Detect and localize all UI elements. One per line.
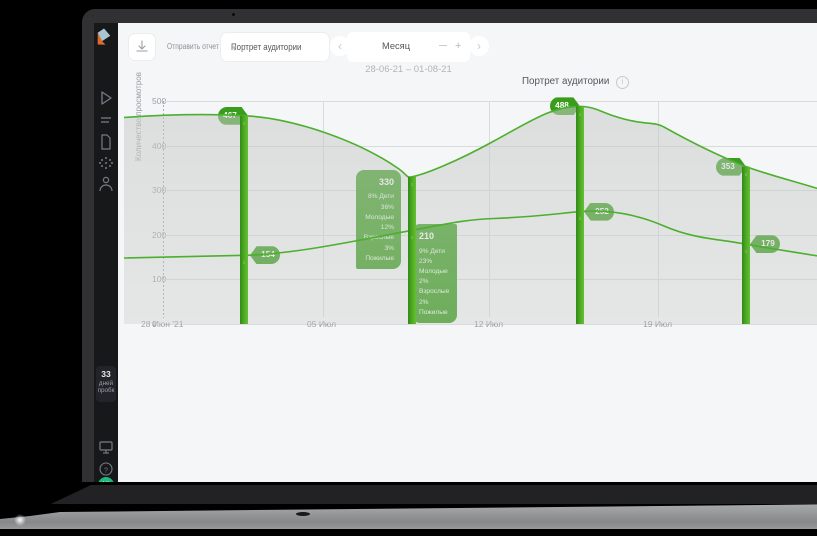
svg-text:?: ? [104, 468, 108, 475]
svg-text:↕: ↕ [243, 121, 246, 127]
svg-text:↕: ↕ [579, 112, 582, 118]
svg-text:↕: ↕ [579, 216, 582, 222]
svg-text:↕: ↕ [411, 235, 414, 241]
svg-text:↕: ↕ [243, 260, 246, 266]
svg-text:↕: ↕ [745, 249, 748, 255]
svg-text:↕: ↕ [745, 172, 748, 178]
svg-text:↕: ↕ [411, 182, 414, 188]
